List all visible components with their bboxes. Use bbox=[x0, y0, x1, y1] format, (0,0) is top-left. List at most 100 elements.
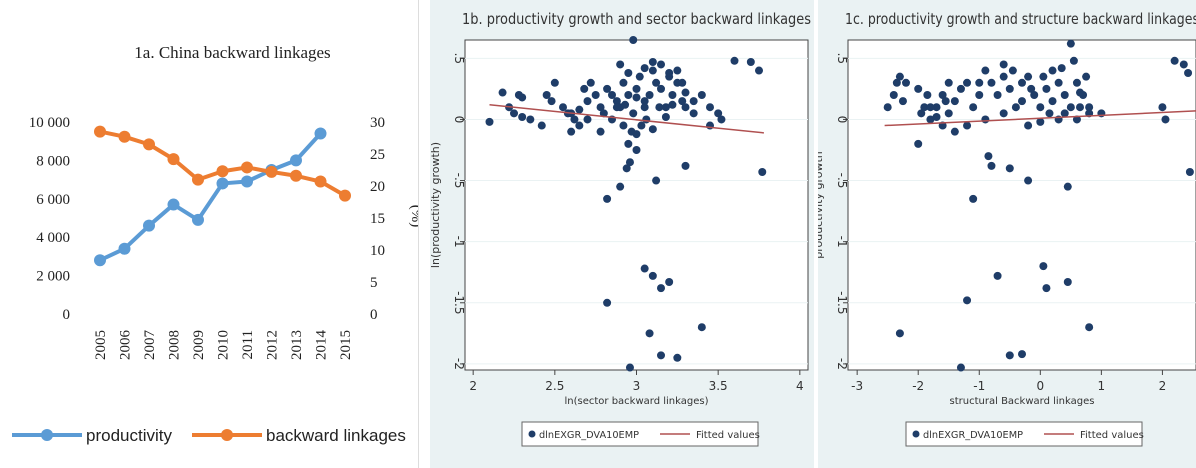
scatter-point bbox=[1039, 72, 1048, 81]
scatter-point bbox=[668, 91, 677, 99]
scatter-point bbox=[678, 78, 687, 87]
scatter-point bbox=[1063, 278, 1072, 286]
x-tick-label: 4 bbox=[796, 379, 804, 393]
series-marker-backward-linkages bbox=[143, 138, 155, 151]
chart-1c-panel: 1c. productivity growth and structure ba… bbox=[818, 0, 1196, 468]
chart-1b-panel: 1b. productivity growth and sector backw… bbox=[430, 0, 814, 468]
scatter-point bbox=[950, 97, 959, 106]
x-axis-label: structural Backward linkages bbox=[950, 396, 1095, 407]
legend-label-points: dlnEXGR_DVA10EMP bbox=[923, 430, 1023, 441]
scatter-point bbox=[622, 164, 631, 173]
scatter-point bbox=[640, 103, 649, 112]
fitted-line bbox=[489, 104, 764, 134]
left-y-tick-label: 2 000 bbox=[36, 269, 70, 285]
scatter-point bbox=[510, 109, 518, 118]
x-tick-label: 2.5 bbox=[545, 379, 564, 393]
left-y-tick-label: 4 000 bbox=[36, 230, 70, 246]
scatter-point bbox=[657, 60, 665, 69]
scatter-point bbox=[689, 97, 698, 106]
series-marker-backward-linkages bbox=[265, 165, 278, 178]
x-tick-label: 2009 bbox=[191, 330, 207, 360]
scatter-point bbox=[632, 93, 641, 102]
scatter-point bbox=[619, 78, 628, 87]
series-marker-productivity bbox=[118, 242, 131, 255]
scatter-point bbox=[1184, 69, 1193, 77]
scatter-point bbox=[616, 60, 625, 69]
series-line-productivity bbox=[99, 132, 322, 263]
scatter-point bbox=[648, 125, 657, 134]
series-marker-backward-linkages bbox=[216, 165, 229, 178]
y-tick-label: -.5 bbox=[835, 173, 849, 189]
scatter-point bbox=[730, 56, 739, 65]
scatter-point bbox=[640, 97, 649, 106]
scatter-point bbox=[1048, 66, 1057, 75]
scatter-point bbox=[596, 103, 605, 112]
scatter-point bbox=[717, 115, 726, 124]
right-y-tick-label: 0 bbox=[370, 307, 378, 323]
scatter-point bbox=[567, 127, 576, 136]
right-y-tick-label: 25 bbox=[370, 147, 385, 163]
scatter-point bbox=[624, 139, 633, 148]
scatter-point bbox=[898, 97, 907, 106]
scatter-point bbox=[987, 161, 996, 170]
scatter-point bbox=[624, 91, 633, 99]
scatter-point bbox=[648, 271, 657, 280]
scatter-point bbox=[956, 84, 965, 93]
y-tick-label: 0 bbox=[452, 116, 466, 124]
scatter-point bbox=[963, 296, 972, 305]
scatter-point bbox=[932, 103, 941, 112]
series-marker-backward-linkages bbox=[290, 169, 302, 182]
scatter-point bbox=[914, 139, 923, 148]
scatter-point bbox=[697, 91, 706, 99]
y-tick-label: .5 bbox=[452, 53, 466, 64]
scatter-point bbox=[1018, 350, 1026, 359]
scatter-point bbox=[1170, 56, 1179, 65]
y-tick-label: -1 bbox=[835, 236, 849, 248]
scatter-point bbox=[612, 103, 621, 112]
scatter-point bbox=[580, 84, 589, 93]
scatter-point bbox=[969, 103, 978, 112]
scatter-point bbox=[547, 97, 556, 106]
scatter-point bbox=[518, 93, 527, 102]
scatter-point bbox=[993, 91, 1002, 99]
scatter-point bbox=[999, 109, 1008, 118]
scatter-point bbox=[938, 91, 947, 99]
series-marker-productivity bbox=[314, 127, 327, 140]
legend-label-fitted: Fitted values bbox=[696, 430, 760, 441]
scatter-point bbox=[632, 130, 641, 139]
scatter-point bbox=[1024, 121, 1033, 130]
scatter-point bbox=[926, 103, 935, 112]
legend-label-points: dlnEXGR_DVA10EMP bbox=[539, 430, 639, 441]
scatter-point bbox=[625, 363, 634, 372]
series-marker-productivity bbox=[216, 177, 229, 190]
y-tick-label: -.5 bbox=[452, 173, 466, 189]
scatter-point bbox=[1030, 91, 1039, 99]
scatter-point bbox=[1027, 84, 1036, 93]
scatter-point bbox=[984, 152, 993, 161]
chart-1a: 1a. China backward linkages 10 000 8 000 6 … bbox=[12, 43, 418, 445]
scatter-point bbox=[645, 329, 654, 338]
scatter-point bbox=[963, 121, 972, 130]
y-tick-label: -1.5 bbox=[452, 291, 466, 314]
scatter-point bbox=[975, 91, 984, 99]
scatter-point bbox=[1085, 103, 1094, 112]
scatter-point bbox=[629, 36, 638, 44]
scatter-point bbox=[1185, 168, 1194, 176]
scatter-point bbox=[1076, 103, 1084, 112]
legend-box bbox=[905, 421, 1143, 447]
scatter-point bbox=[657, 84, 665, 93]
scatter-point bbox=[596, 127, 605, 136]
scatter-point bbox=[1024, 176, 1033, 185]
scatter-point bbox=[920, 103, 929, 112]
x-tick-label: 3.5 bbox=[709, 379, 728, 393]
scatter-point bbox=[999, 60, 1008, 69]
legend-marker-points bbox=[528, 430, 536, 438]
chart-1b: 1b. productivity growth and sector backw… bbox=[430, 10, 811, 447]
scatter-point bbox=[941, 97, 950, 106]
x-tick-label: 2010 bbox=[216, 330, 232, 360]
scatter-point bbox=[616, 182, 625, 191]
scatter-point bbox=[668, 100, 677, 109]
x-tick-label: 2006 bbox=[118, 330, 134, 361]
scatter-point bbox=[645, 91, 654, 99]
y-tick-label: .5 bbox=[835, 53, 849, 64]
